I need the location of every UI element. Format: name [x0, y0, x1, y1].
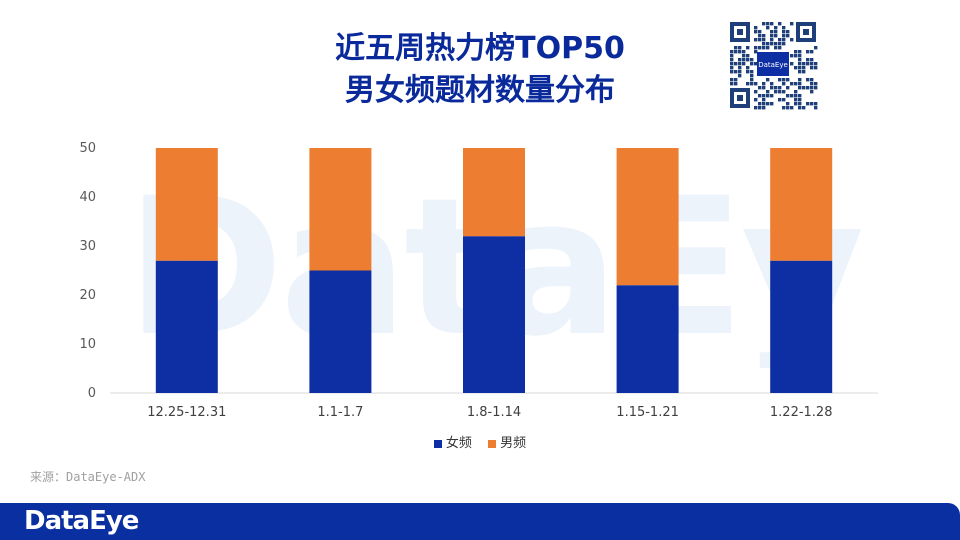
- legend-label-female: 女频: [445, 436, 472, 451]
- bar-male-2: [463, 148, 525, 237]
- x-category-label: 1.15-1.21: [616, 405, 679, 420]
- legend-item-female: 女频: [433, 432, 472, 451]
- bar-female-4: [770, 260, 833, 393]
- legend: 女频 男频: [0, 432, 960, 451]
- source-note: 来源：DataEye-ADX: [30, 470, 146, 484]
- x-category-label: 1.22-1.28: [770, 405, 833, 420]
- legend-swatch-male: [488, 439, 497, 448]
- chart-title-line2: 男女频题材数量分布: [345, 73, 615, 108]
- qr-logo-text: DataEye: [758, 61, 788, 69]
- qr-code: DataEye: [728, 20, 818, 110]
- bar-female-1: [309, 270, 372, 393]
- x-category-label: 1.1-1.7: [317, 405, 363, 420]
- legend-item-male: 男频: [488, 432, 526, 451]
- bar-female-2: [463, 236, 525, 393]
- x-category-label: 12.25-12.31: [147, 405, 226, 420]
- x-category-label: 1.8-1.14: [467, 405, 521, 420]
- bar-male-1: [309, 148, 372, 271]
- y-tick-label: 30: [79, 239, 96, 254]
- footer-bar: [0, 503, 960, 540]
- bar-male-4: [770, 148, 833, 261]
- bar-female-0: [155, 260, 218, 393]
- y-tick-label: 0: [88, 386, 96, 401]
- legend-swatch-female: [433, 439, 442, 448]
- y-tick-label: 20: [79, 288, 96, 303]
- y-tick-label: 50: [79, 141, 96, 156]
- bar-male-0: [155, 148, 218, 261]
- legend-label-male: 男频: [500, 436, 527, 451]
- bar-male-3: [616, 148, 679, 286]
- footer-logo: DataEye: [24, 506, 139, 536]
- bar-female-3: [616, 285, 679, 393]
- chart-title-line1: 近五周热力榜TOP50: [335, 31, 625, 66]
- y-tick-label: 10: [79, 337, 96, 352]
- y-tick-label: 40: [79, 190, 96, 205]
